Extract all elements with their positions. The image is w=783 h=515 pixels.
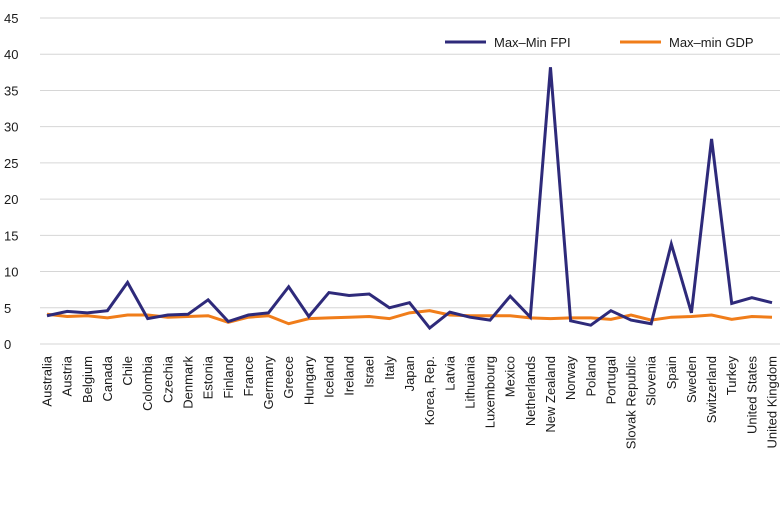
x-tick-label: New Zealand — [543, 356, 558, 433]
x-tick-label: Spain — [664, 356, 679, 389]
x-tick-label: Norway — [563, 356, 578, 401]
y-tick-label: 0 — [4, 337, 11, 352]
x-tick-label: Iceland — [321, 356, 336, 398]
x-tick-label: Israel — [362, 356, 377, 388]
x-tick-label: Italy — [382, 356, 397, 380]
x-tick-label: Belgium — [80, 356, 95, 403]
legend-label: Max–Min FPI — [494, 35, 571, 50]
x-tick-label: Czechia — [160, 355, 175, 403]
x-tick-label: Japan — [402, 356, 417, 391]
y-axis-ticks: 0 5 10 15 20 25 30 35 40 45 — [4, 11, 18, 352]
y-tick-label: 15 — [4, 228, 18, 243]
x-tick-label: Sweden — [684, 356, 699, 403]
x-tick-label: Lithuania — [462, 355, 477, 409]
x-tick-label: Denmark — [180, 356, 195, 409]
x-tick-label: Estonia — [201, 355, 216, 399]
x-tick-label: Ireland — [342, 356, 357, 396]
x-tick-label: Korea, Rep. — [422, 356, 437, 425]
y-tick-label: 5 — [4, 301, 11, 316]
x-tick-label: Netherlands — [523, 356, 538, 427]
x-tick-label: Slovak Republic — [624, 356, 639, 450]
series-lines — [46, 67, 773, 331]
x-tick-label: Colombia — [140, 355, 155, 411]
x-tick-label: Turkey — [724, 356, 739, 396]
x-tick-label: Chile — [120, 356, 135, 386]
x-tick-label: Latvia — [442, 355, 457, 390]
x-tick-label: Austria — [60, 355, 75, 396]
y-tick-label: 30 — [4, 120, 18, 135]
x-tick-label: Germany — [261, 356, 276, 410]
x-tick-label: France — [241, 356, 256, 396]
grid-lines — [40, 17, 780, 345]
x-tick-label: Canada — [100, 355, 115, 401]
x-axis-tick-labels: Australia Austria Belgium Canada Chile Colomb… — [40, 355, 780, 449]
legend: Max–Min FPI Max–min GDP — [445, 35, 754, 50]
y-tick-label: 10 — [4, 265, 18, 280]
y-tick-label: 45 — [4, 11, 18, 26]
y-tick-label: 40 — [4, 47, 18, 62]
x-tick-label: Luxembourg — [483, 356, 498, 428]
x-tick-label: Mexico — [503, 356, 518, 397]
x-tick-label: United Kingdom — [765, 356, 780, 449]
x-tick-label: Hungary — [301, 356, 316, 406]
x-tick-label: Slovenia — [644, 355, 659, 406]
x-tick-label: Finland — [221, 356, 236, 399]
x-tick-label: Poland — [583, 356, 598, 396]
series-line — [46, 67, 773, 331]
x-tick-label: Portugal — [603, 356, 618, 405]
legend-label: Max–min GDP — [669, 35, 754, 50]
x-tick-label: United States — [744, 356, 759, 435]
x-tick-label: Australia — [40, 355, 55, 406]
y-tick-label: 20 — [4, 192, 18, 207]
y-tick-label: 35 — [4, 83, 18, 98]
y-tick-label: 25 — [4, 156, 18, 171]
x-tick-label: Greece — [281, 356, 296, 399]
x-tick-label: Switzerland — [704, 356, 719, 423]
